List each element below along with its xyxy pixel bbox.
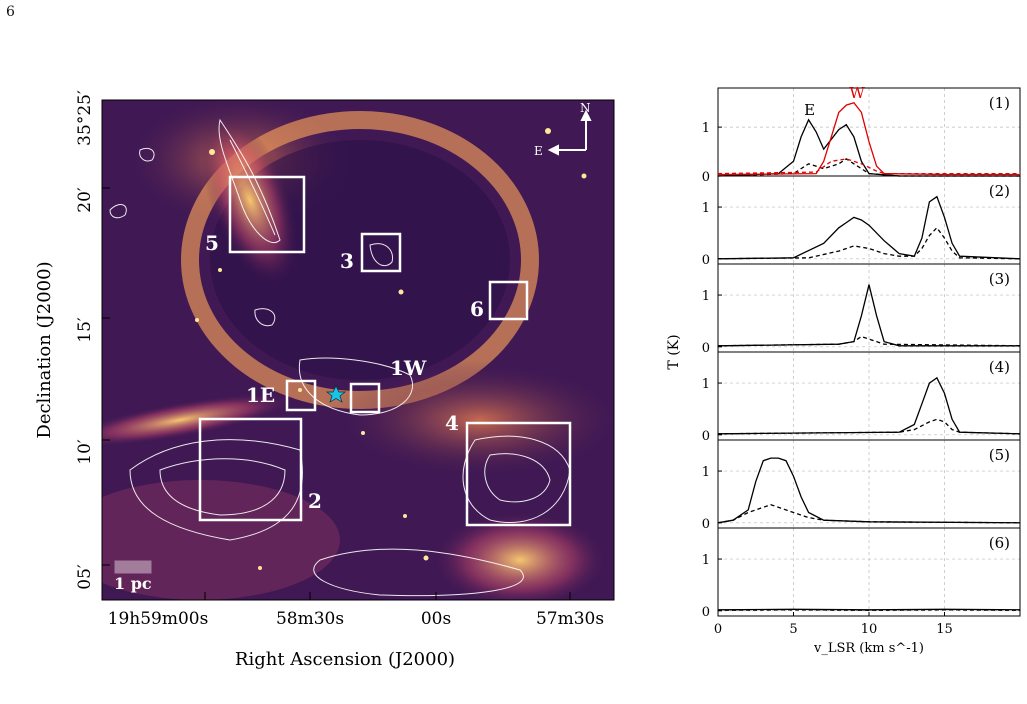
exciting-star-marker: [326, 385, 346, 403]
map-frame: [101, 99, 615, 601]
sky-map-figure: 5 3 6 1E 1W 2 4 N E 1 pc: [34, 90, 615, 670]
region-label-3: 3: [340, 249, 354, 273]
compass: [547, 109, 592, 156]
map-ylabel: Declination (J2000): [34, 261, 55, 438]
region-label-1w: 1W: [390, 356, 427, 380]
dec-tick-25: 35°25′: [75, 90, 95, 146]
panel-label: (4): [989, 358, 1010, 376]
ra-tick-2: 00s: [421, 609, 451, 629]
spectrum-line: [717, 101, 1020, 176]
panel-label: (6): [989, 534, 1010, 552]
region-label-4: 5: [205, 231, 219, 255]
y-tick-label: 0: [702, 253, 710, 268]
dec-tick-15: 15′: [75, 317, 95, 343]
y-tick-label: 1: [702, 201, 710, 216]
page-number: 6: [6, 4, 15, 20]
y-tick-label: 1: [702, 377, 710, 392]
sky-map-svg: 5 3 6 1E 1W 2 4 N E 1 pc: [34, 90, 615, 670]
dec-tick-10: 10′: [75, 439, 95, 465]
spectrum-line: [717, 457, 1021, 524]
dec-tick-05: 05′: [75, 564, 95, 590]
spectrum-line: [717, 418, 1021, 435]
ra-tick-0: 19h59m00s: [108, 609, 209, 629]
series-label-w: W: [849, 84, 865, 102]
x-tick-label: 0: [714, 622, 722, 637]
y-tick-label: 1: [702, 289, 710, 304]
y-tick-label: 0: [702, 605, 710, 620]
region-box-5: [465, 421, 572, 527]
y-tick-label: 1: [702, 465, 710, 480]
ra-tick-3: 57m30s: [536, 609, 604, 629]
point-sources: [195, 128, 587, 570]
y-tick-label: 0: [702, 170, 710, 185]
spectrum-line: [717, 335, 1021, 347]
sky-image: [102, 100, 614, 600]
spectrum-line: [717, 284, 1020, 347]
y-tick-label: 1: [702, 121, 710, 136]
region-box-6: [488, 280, 529, 321]
region-label-5: 4: [445, 411, 459, 435]
x-tick-label: 5: [789, 622, 797, 637]
spectrum-line: [717, 158, 1020, 177]
region-label-2: 2: [308, 489, 322, 513]
region-box-4: [228, 175, 306, 254]
spectra-figure: 0 1 (1) E W 0 1 (2) 0 1 (3) 0 1 (4) 0 1 (5) 0 1 (6) 0 5 10 15 v_…: [660, 80, 1027, 680]
spectra-svg: 0 1 (1) E W 0 1 (2) 0 1 (3) 0 1 (4) 0 1 (5) 0 1 (6) 0 5 10 15 v_…: [666, 84, 1021, 656]
spectrum-line: [717, 376, 1021, 435]
region-box-2: [198, 417, 303, 522]
region-label-6: 6: [470, 297, 484, 321]
spectra-ylabel: T (K): [666, 334, 682, 369]
x-tick-label: 15: [936, 622, 953, 637]
y-tick-label: 1: [702, 553, 710, 568]
compass-east: E: [534, 144, 543, 158]
series-label-e: E: [804, 101, 815, 119]
region-label-1e: 1E: [246, 383, 275, 407]
panel-label: (1): [989, 94, 1010, 112]
ra-tick-1: 58m30s: [276, 609, 344, 629]
y-tick-label: 0: [702, 429, 710, 444]
spectrum-line: [717, 158, 1020, 175]
spectra-xlabel: v_LSR (km s^-1): [813, 641, 924, 656]
y-tick-label: 0: [702, 517, 710, 532]
panel-label: (2): [989, 182, 1010, 200]
dec-tick-20: 20′: [75, 187, 95, 213]
scale-bar-label: 1 pc: [114, 574, 152, 593]
y-tick-label: 0: [702, 341, 710, 356]
spectrum-line: [717, 195, 1021, 260]
spectrum-line: [717, 504, 1021, 524]
co-contours: [109, 118, 571, 597]
map-xlabel: Right Ascension (J2000): [235, 649, 455, 670]
region-boxes: [198, 175, 572, 527]
scale-bar: [114, 560, 152, 574]
panel-label: (5): [989, 446, 1010, 464]
spectrum-line: [717, 226, 1021, 260]
region-box-3: [360, 232, 402, 273]
spectrum-line: [717, 609, 1021, 611]
region-box-1w: [349, 382, 381, 414]
x-tick-label: 10: [861, 622, 878, 637]
compass-north: N: [580, 101, 591, 115]
region-box-1e: [285, 379, 317, 412]
panel-label: (3): [989, 270, 1010, 288]
